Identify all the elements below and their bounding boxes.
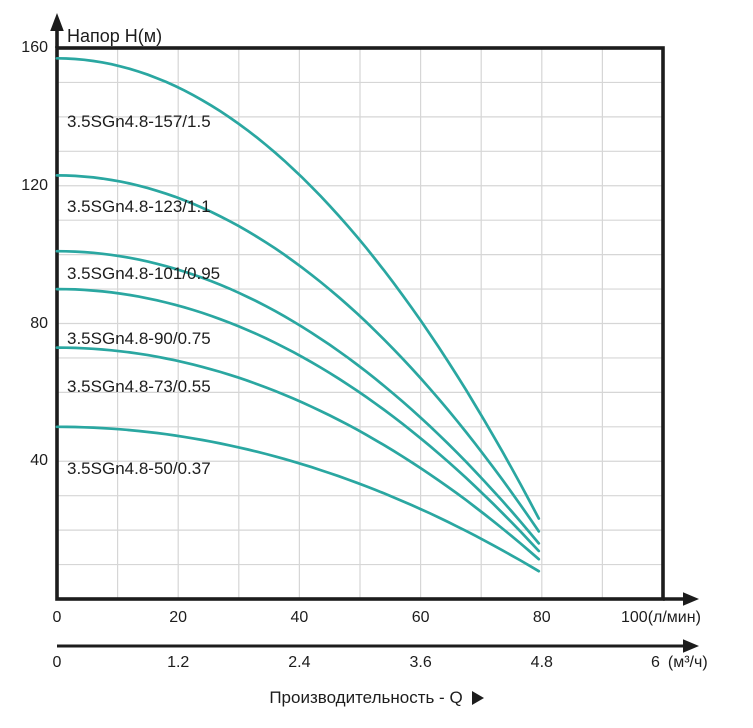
- x-axis-tick-label-lmin: 80: [532, 609, 551, 626]
- curve-label-4: 3.5SGn4.8-73/0.55: [67, 377, 211, 396]
- x-axis-tick-label-lmin: 60: [411, 609, 430, 626]
- x-axis-max-and-unit-lmin: 100(л/мин): [621, 609, 701, 626]
- pump-curve-3: [55, 287, 541, 553]
- x-axis-tick-label-m3h: 0: [52, 654, 62, 671]
- y-axis-tick-label: 160: [21, 39, 48, 56]
- y-axis-tick-label: 80: [30, 314, 48, 332]
- curve-label-0: 3.5SGn4.8-157/1.5: [67, 112, 211, 131]
- x-axis-tick-label-m3h: 2.4: [288, 654, 311, 671]
- x-axis-arrow-icon: [683, 592, 699, 606]
- y-axis-arrow-icon: [50, 13, 64, 31]
- pump-curve-1: [55, 174, 541, 533]
- y-axis-title: Напор H(м): [67, 26, 163, 46]
- pump-curve-0: [55, 56, 541, 520]
- x-axis-tick-label-lmin: 20: [169, 609, 188, 626]
- x-axis-max-and-unit-m3h: 6 (м³/ч): [651, 654, 708, 671]
- x-axis-tick-label-m3h: 1.2: [167, 654, 190, 671]
- x-axis-tick-label-lmin: 40: [290, 609, 309, 626]
- x-axis-title-row: Производительность - Q: [0, 688, 753, 708]
- x-axis-tick-label-m3h: 4.8: [530, 654, 553, 671]
- x-axis-tick-label-m3h: 3.6: [409, 654, 432, 671]
- curve-label-3: 3.5SGn4.8-90/0.75: [67, 329, 211, 348]
- x-axis-tick-label-lmin: 0: [52, 609, 62, 626]
- curve-label-1: 3.5SGn4.8-123/1.1: [67, 197, 211, 216]
- curve-label-2: 3.5SGn4.8-101/0.95: [67, 264, 221, 283]
- pump-curve-2: [55, 249, 541, 545]
- x-axis-title: Производительность - Q: [269, 688, 463, 707]
- pump-curve-4: [55, 346, 541, 561]
- pump-curve-5: [55, 425, 541, 573]
- secondary-axis-arrow-icon: [683, 639, 699, 653]
- q-direction-arrow-icon: [471, 691, 484, 705]
- curve-label-5: 3.5SGn4.8-50/0.37: [67, 459, 211, 478]
- y-axis-tick-label: 120: [21, 176, 48, 194]
- plot-border: [55, 46, 665, 601]
- y-axis-tick-label: 40: [30, 452, 48, 470]
